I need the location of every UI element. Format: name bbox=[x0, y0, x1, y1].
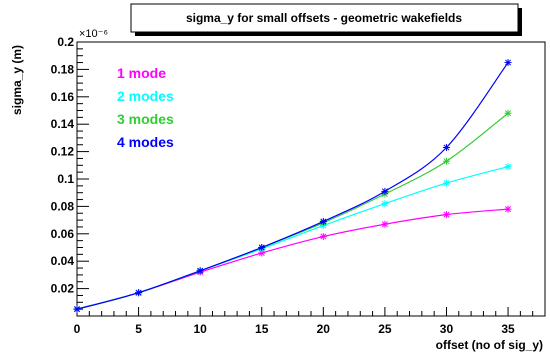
data-point-marker bbox=[504, 163, 512, 171]
legend: 1 mode 2 modes 3 modes 4 modes bbox=[117, 65, 174, 150]
ticks-layer: 0 5 10 15 20 25 30 35 0.02 0.04 0.06 0.08 0.1 0.12 0.1… bbox=[51, 35, 546, 336]
y-tick-label: 0.14 bbox=[51, 117, 75, 131]
y-tick-label: 0.2 bbox=[57, 35, 74, 49]
x-tick-label: 25 bbox=[378, 322, 392, 336]
data-point-marker bbox=[319, 233, 327, 241]
data-point-marker bbox=[504, 205, 512, 213]
y-tick-label: 0.02 bbox=[51, 282, 75, 296]
data-point-marker bbox=[135, 289, 143, 297]
series-line bbox=[76, 208, 509, 310]
y-tick-label: 0.08 bbox=[51, 199, 75, 213]
series-line bbox=[76, 166, 509, 310]
data-point-marker bbox=[504, 109, 512, 117]
data-point-marker bbox=[381, 200, 389, 208]
x-tick-label: 35 bbox=[501, 322, 515, 336]
data-point-marker bbox=[381, 220, 389, 228]
series-2 bbox=[73, 163, 512, 313]
x-tick-label: 20 bbox=[317, 322, 331, 336]
series-layer bbox=[73, 59, 512, 313]
data-point-marker bbox=[442, 179, 450, 187]
title-box bbox=[130, 3, 519, 33]
data-point-marker bbox=[381, 187, 389, 195]
y-axis-exponent: ×10⁻⁶ bbox=[79, 28, 108, 40]
legend-entry: 3 modes bbox=[117, 111, 174, 127]
y-tick-label: 0.18 bbox=[51, 62, 75, 76]
x-tick-label: 5 bbox=[135, 322, 142, 336]
y-axis-label: sigma_y (m) bbox=[10, 45, 24, 115]
x-axis-label: offset (no of sig_y) bbox=[436, 338, 543, 352]
legend-entry: 2 modes bbox=[117, 88, 174, 104]
y-tick-label: 0.1 bbox=[57, 172, 74, 186]
data-point-marker bbox=[319, 217, 327, 225]
y-tick-label: 0.16 bbox=[51, 90, 75, 104]
data-point-marker bbox=[504, 59, 512, 67]
series-4 bbox=[73, 59, 512, 313]
chart-title: sigma_y for small offsets - geometric wa… bbox=[186, 11, 462, 25]
data-point-marker bbox=[442, 211, 450, 219]
x-tick-label: 15 bbox=[255, 322, 269, 336]
x-tick-label: 30 bbox=[440, 322, 454, 336]
legend-entry: 4 modes bbox=[117, 134, 174, 150]
legend-entry: 1 mode bbox=[117, 65, 166, 81]
data-point-marker bbox=[258, 244, 266, 251]
y-tick-label: 0.12 bbox=[51, 145, 75, 159]
x-tick-label: 0 bbox=[74, 322, 81, 336]
y-tick-label: 0.04 bbox=[51, 254, 75, 268]
data-point-marker bbox=[442, 143, 450, 151]
data-point-marker bbox=[442, 157, 450, 165]
data-point-marker bbox=[196, 267, 204, 275]
data-point-marker bbox=[73, 305, 81, 313]
series-1 bbox=[73, 205, 512, 313]
x-tick-label: 10 bbox=[193, 322, 207, 336]
y-tick-label: 0.06 bbox=[51, 227, 75, 241]
plot-frame bbox=[76, 41, 546, 317]
